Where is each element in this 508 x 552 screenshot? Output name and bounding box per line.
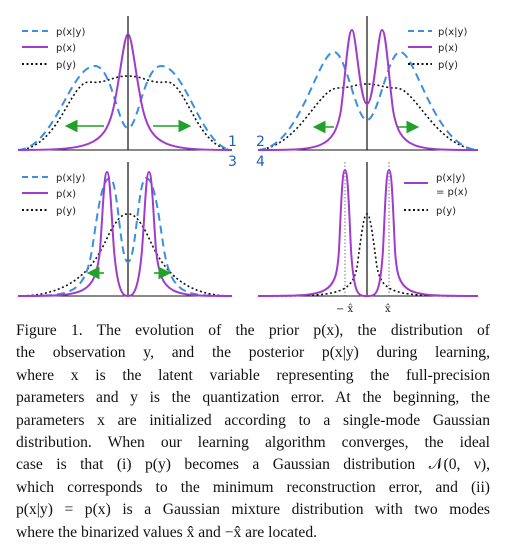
observation-curve — [257, 213, 479, 297]
prior-curve — [257, 168, 479, 298]
legend-posterior: p(x|y) — [56, 173, 85, 184]
prior-curve — [257, 28, 479, 151]
legend-prior: = p(x) — [436, 187, 468, 198]
caption-line: distribution. When our learning algorith… — [16, 434, 490, 452]
legend: p(x|y) p(x) p(y) — [22, 27, 85, 71]
posterior-curve — [17, 64, 233, 151]
legend: p(x|y) p(x) p(y) — [22, 173, 85, 217]
panel-number: 1 — [228, 134, 237, 150]
panel-3: p(x|y) p(x) p(y) 3 — [17, 154, 237, 298]
prior-curve — [17, 32, 233, 151]
legend-observation: p(y) — [436, 206, 456, 217]
legend-observation: p(y) — [56, 60, 76, 71]
legend: p(x|y) p(x) p(y) — [408, 27, 467, 71]
panel-4: p(x|y) = p(x) p(y) − x̂ x̂ 4 — [256, 154, 479, 315]
tick-pos-xhat: x̂ — [385, 304, 391, 315]
caption-line: p(x|y) = p(x) is a Gaussian mixture dist… — [16, 501, 490, 519]
caption-line: which corresponds to the minimum reconst… — [16, 478, 490, 496]
legend-prior: p(x) — [56, 189, 76, 200]
observation-curve — [17, 75, 233, 151]
observation-curve — [17, 213, 233, 297]
caption-line: where the binarized values x̂ and −x̂ ar… — [16, 523, 318, 541]
panel-number: 3 — [228, 154, 237, 170]
legend-posterior: p(x|y) — [436, 173, 465, 184]
panel-2: p(x|y) p(x) p(y) 2 — [256, 16, 479, 151]
legend-prior: p(x) — [438, 43, 458, 54]
legend-prior: p(x) — [56, 43, 76, 54]
figure-panels: p(x|y) p(x) p(y) 1 p(x|y) p(x) p(y) 2 — [17, 16, 479, 315]
panel-1: p(x|y) p(x) p(y) 1 — [17, 16, 237, 151]
legend: p(x|y) = p(x) p(y) — [404, 173, 468, 217]
prior-curve — [17, 170, 233, 298]
caption-line: the observation y, and the posterior p(x… — [16, 344, 490, 362]
figure-caption: Figure 1. The evolution of the prior p(x… — [16, 320, 490, 544]
observation-curve — [257, 83, 479, 151]
caption-line: where x is the latent variable represent… — [16, 366, 490, 384]
caption-line: parameters x are initialized according t… — [16, 411, 490, 429]
legend-posterior: p(x|y) — [56, 27, 85, 38]
panel-number: 4 — [256, 154, 265, 170]
legend-observation: p(y) — [56, 206, 76, 217]
posterior-curve — [17, 176, 233, 297]
legend-observation: p(y) — [438, 60, 458, 71]
caption-line: Figure 1. The evolution of the prior p(x… — [16, 322, 490, 339]
panel-number: 2 — [256, 134, 265, 150]
caption-line: parameters and y is the quantization err… — [16, 389, 490, 407]
caption-line: case is that (i) p(y) becomes a Gaussian… — [16, 456, 490, 474]
legend-posterior: p(x|y) — [438, 27, 467, 38]
tick-neg-xhat: − x̂ — [336, 304, 354, 315]
